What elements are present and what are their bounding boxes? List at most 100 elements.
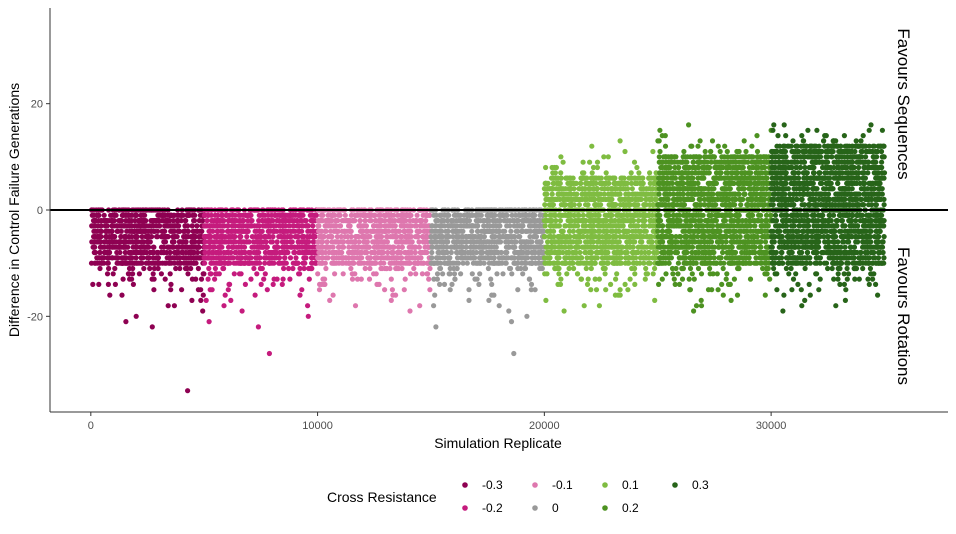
data-point — [154, 234, 160, 240]
data-point — [195, 265, 201, 272]
data-point — [173, 265, 179, 272]
data-point — [282, 255, 288, 261]
data-point — [407, 212, 413, 218]
data-point — [260, 212, 266, 218]
data-point — [640, 175, 646, 181]
data-point — [566, 228, 573, 234]
points-layer — [88, 122, 888, 394]
data-point — [316, 287, 323, 293]
data-point — [649, 239, 655, 245]
data-point — [367, 218, 373, 224]
data-point — [113, 212, 119, 218]
data-point — [368, 260, 374, 266]
data-point — [331, 255, 337, 261]
data-point — [644, 271, 651, 277]
data-point — [209, 218, 215, 224]
data-point — [396, 249, 402, 256]
data-point — [299, 287, 305, 293]
data-point — [438, 260, 444, 266]
data-point — [272, 249, 278, 256]
data-point — [503, 249, 509, 256]
data-point — [154, 260, 160, 266]
data-point — [213, 255, 219, 261]
data-point — [378, 255, 384, 261]
data-point — [574, 234, 580, 240]
data-point — [212, 276, 218, 282]
data-point — [215, 228, 221, 234]
data-point — [391, 244, 397, 250]
data-point — [282, 234, 288, 240]
data-point — [509, 234, 515, 240]
data-point — [94, 228, 100, 234]
data-point — [406, 239, 412, 245]
data-point — [389, 249, 395, 256]
data-point — [337, 223, 344, 229]
data-point — [339, 218, 345, 224]
data-point — [234, 255, 240, 261]
data-point — [489, 292, 495, 298]
data-point — [281, 244, 287, 250]
data-point — [567, 202, 573, 208]
data-point — [596, 191, 602, 197]
data-point — [373, 228, 379, 234]
data-point — [389, 260, 395, 266]
data-point — [507, 265, 514, 272]
data-point — [348, 234, 354, 240]
data-point — [185, 271, 191, 277]
data-point — [608, 281, 614, 287]
data-point — [642, 244, 648, 250]
data-point — [127, 255, 133, 261]
data-point — [271, 276, 277, 282]
data-point — [225, 244, 232, 250]
data-point — [333, 223, 339, 229]
data-point — [531, 244, 537, 250]
data-point — [625, 218, 631, 224]
data-point — [319, 260, 325, 266]
data-point — [472, 276, 478, 282]
data-point — [551, 180, 557, 186]
data-point — [424, 249, 430, 256]
data-point — [575, 239, 581, 245]
data-point — [542, 223, 548, 229]
data-point — [295, 239, 301, 245]
data-point — [91, 239, 97, 245]
data-point — [296, 249, 302, 256]
data-point — [237, 234, 243, 240]
data-point — [232, 223, 238, 229]
data-point — [393, 292, 399, 298]
data-point — [219, 239, 226, 245]
data-point — [198, 234, 204, 240]
data-point — [543, 180, 550, 186]
data-point — [119, 292, 125, 298]
data-point — [602, 234, 609, 240]
data-point — [739, 249, 745, 256]
data-point — [602, 244, 608, 250]
data-point — [423, 218, 429, 224]
data-point — [320, 212, 326, 218]
data-point — [311, 234, 317, 240]
data-point — [614, 244, 620, 250]
data-point — [550, 202, 556, 208]
data-point — [122, 249, 128, 256]
data-point — [473, 212, 479, 218]
data-point — [643, 212, 649, 218]
data-point — [492, 223, 498, 229]
data-point — [286, 223, 292, 229]
data-point — [200, 218, 206, 224]
data-point — [439, 218, 446, 224]
data-point — [750, 234, 757, 240]
data-point — [701, 239, 707, 245]
data-point — [515, 287, 521, 293]
data-point — [614, 271, 620, 277]
data-point — [445, 260, 451, 266]
data-point — [556, 212, 562, 218]
data-point — [692, 255, 698, 261]
data-point — [619, 196, 625, 202]
data-point — [468, 255, 474, 261]
data-point — [277, 249, 283, 256]
data-point — [711, 244, 718, 250]
data-point — [399, 255, 405, 261]
data-point — [450, 218, 456, 224]
data-point — [365, 244, 371, 250]
data-point — [172, 223, 178, 229]
